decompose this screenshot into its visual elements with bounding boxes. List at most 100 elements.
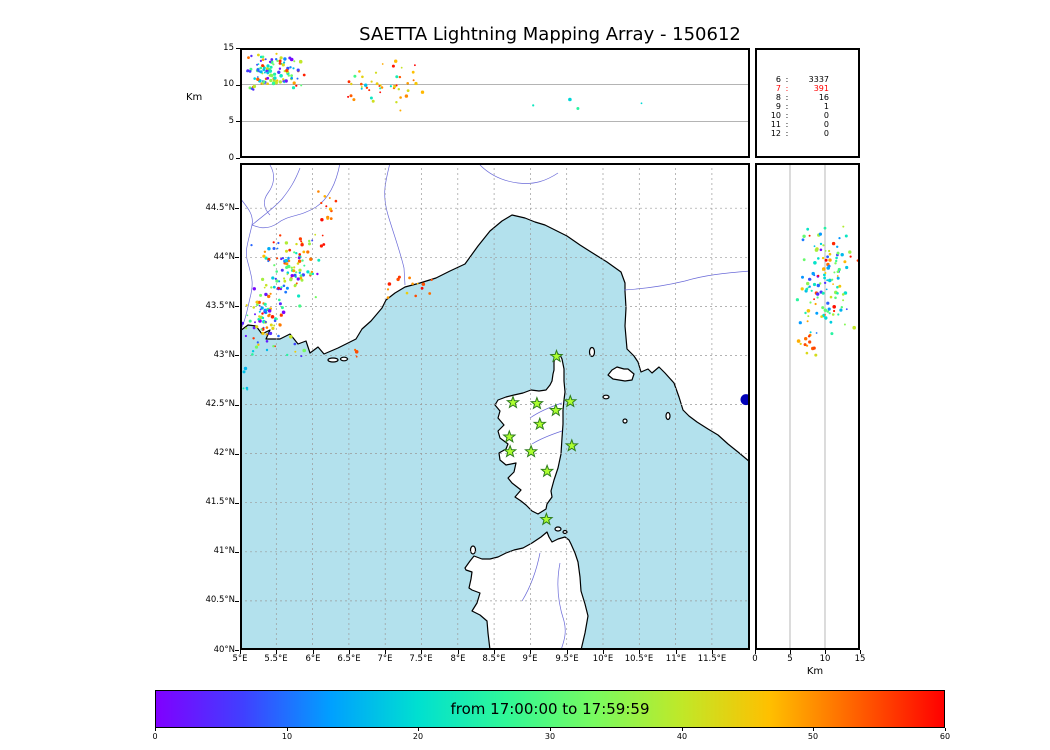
colorbar-tick-mark [945, 728, 946, 731]
lon-tick-mark [385, 650, 386, 654]
lon-tick-mark [421, 650, 422, 654]
station-star-icon [539, 511, 554, 526]
lon-tick-mark [240, 650, 241, 654]
alt-axis-tick-label: 5 [228, 115, 234, 126]
landmasses [240, 163, 750, 650]
alt-axis-tick-label: 10 [223, 79, 234, 90]
lon-tick-label: 9.5°E [555, 654, 579, 664]
lon-tick-mark [603, 650, 604, 654]
alt-axis-tick-mark [236, 85, 240, 86]
altitude-latitude-canvas [755, 163, 860, 650]
lat-tick-label: 40°N [213, 645, 235, 655]
right-panel-tick-label: 15 [854, 654, 866, 664]
station-star-icon [524, 444, 539, 458]
lat-tick-mark [235, 355, 239, 356]
colorbar-tick-label: 50 [807, 732, 819, 741]
pianosa-island [602, 394, 610, 400]
lat-tick-label: 40.5°N [205, 595, 235, 605]
montecristo-island [622, 418, 628, 424]
lon-tick-mark [276, 650, 277, 654]
sardinia-landmass [464, 531, 589, 650]
station-star-icon [502, 429, 517, 444]
river [251, 167, 301, 226]
lon-tick-mark [349, 650, 350, 654]
scatter-points [246, 52, 643, 112]
right-panel-tick-mark [790, 650, 791, 654]
station-count-row: 11:0 [770, 120, 829, 129]
right-panel-tick-mark [825, 650, 826, 654]
river [531, 430, 563, 445]
lma-station-markers [502, 348, 579, 526]
right-panel-km-label: Km [806, 666, 824, 677]
lon-tick-label: 6.5°E [337, 654, 361, 664]
lon-tick-label: 11°E [665, 654, 687, 664]
river [264, 164, 274, 216]
colorbar-tick-mark [813, 728, 814, 731]
lon-tick-mark [639, 650, 640, 654]
station-count-row: 9:1 [775, 102, 829, 111]
colorbar-tick-label: 30 [544, 732, 556, 741]
station-count-row: 6:3337 [775, 75, 829, 84]
lat-tick-mark [235, 552, 239, 553]
scatter-points [240, 190, 433, 391]
station-star-icon [532, 416, 547, 431]
colorbar-tick-mark [682, 728, 683, 731]
lon-tick-mark [676, 650, 677, 654]
lat-tick-mark [235, 454, 239, 455]
altitude-longitude-canvas [240, 48, 750, 158]
colorbar-tick-label: 10 [281, 732, 293, 741]
alt-axis-tick-mark [236, 48, 240, 49]
colorbar-tick-mark [155, 728, 156, 731]
station-count-row: 10:0 [770, 111, 829, 120]
river [521, 552, 541, 602]
right-panel-tick-label: 0 [752, 654, 758, 664]
station-star-icon [503, 444, 518, 458]
lon-tick-label: 5°E [232, 654, 248, 664]
right-panel-tick-label: 10 [819, 654, 831, 664]
right-panel-tick-label: 5 [787, 654, 793, 664]
station-star-icon [548, 402, 563, 417]
lon-tick-label: 8.5°E [482, 654, 506, 664]
lat-tick-label: 44.5°N [205, 203, 235, 213]
lon-tick-label: 7.5°E [409, 654, 433, 664]
alt-axis-tick-label: 0 [228, 152, 234, 163]
lat-tick-mark [235, 257, 239, 258]
lat-tick-mark [235, 208, 239, 209]
station-star-icon [564, 438, 579, 452]
right-panel-tick-mark [860, 650, 861, 654]
colorbar-tick-label: 20 [412, 732, 424, 741]
station-star-icon [563, 394, 578, 408]
lon-tick-label: 6°E [305, 654, 321, 664]
station-count-table: 6:3337 7:391 8:16 9:1 10:0 11:0 12:0 [755, 48, 860, 158]
lon-tick-label: 10.5°E [624, 654, 654, 664]
station-count-row: 8:16 [775, 93, 829, 102]
map-panel [240, 163, 750, 650]
lon-tick-mark [313, 650, 314, 654]
lat-tick-label: 41.5°N [205, 497, 235, 507]
colorbar-time-range-label: from 17:00:00 to 17:59:59 [450, 700, 650, 718]
figure-title: SAETTA Lightning Mapping Array - 150612 [359, 24, 741, 45]
rivers [240, 163, 750, 650]
lat-tick-mark [235, 405, 239, 406]
river [529, 402, 563, 419]
lon-tick-mark [530, 650, 531, 654]
river [251, 163, 341, 229]
lon-tick-label: 7°E [377, 654, 393, 664]
hyeres-island-west [327, 357, 339, 363]
colorbar-tick-label: 60 [939, 732, 951, 741]
lat-tick-label: 43.5°N [205, 301, 235, 311]
river [557, 562, 566, 650]
river [623, 270, 750, 291]
lat-tick-label: 43°N [213, 350, 235, 360]
lon-tick-mark [712, 650, 713, 654]
caprera-island [562, 529, 568, 535]
lon-tick-mark [567, 650, 568, 654]
station-count-row: 7:391 [775, 84, 829, 93]
alt-axis-tick-mark [236, 121, 240, 122]
hyeres-island-east [339, 356, 349, 362]
alt-axis-tick-label: 15 [223, 42, 234, 53]
asinara-island [469, 545, 477, 555]
lon-tick-label: 9°E [522, 654, 538, 664]
river [479, 164, 559, 184]
colorbar-tick-label: 0 [152, 732, 158, 741]
